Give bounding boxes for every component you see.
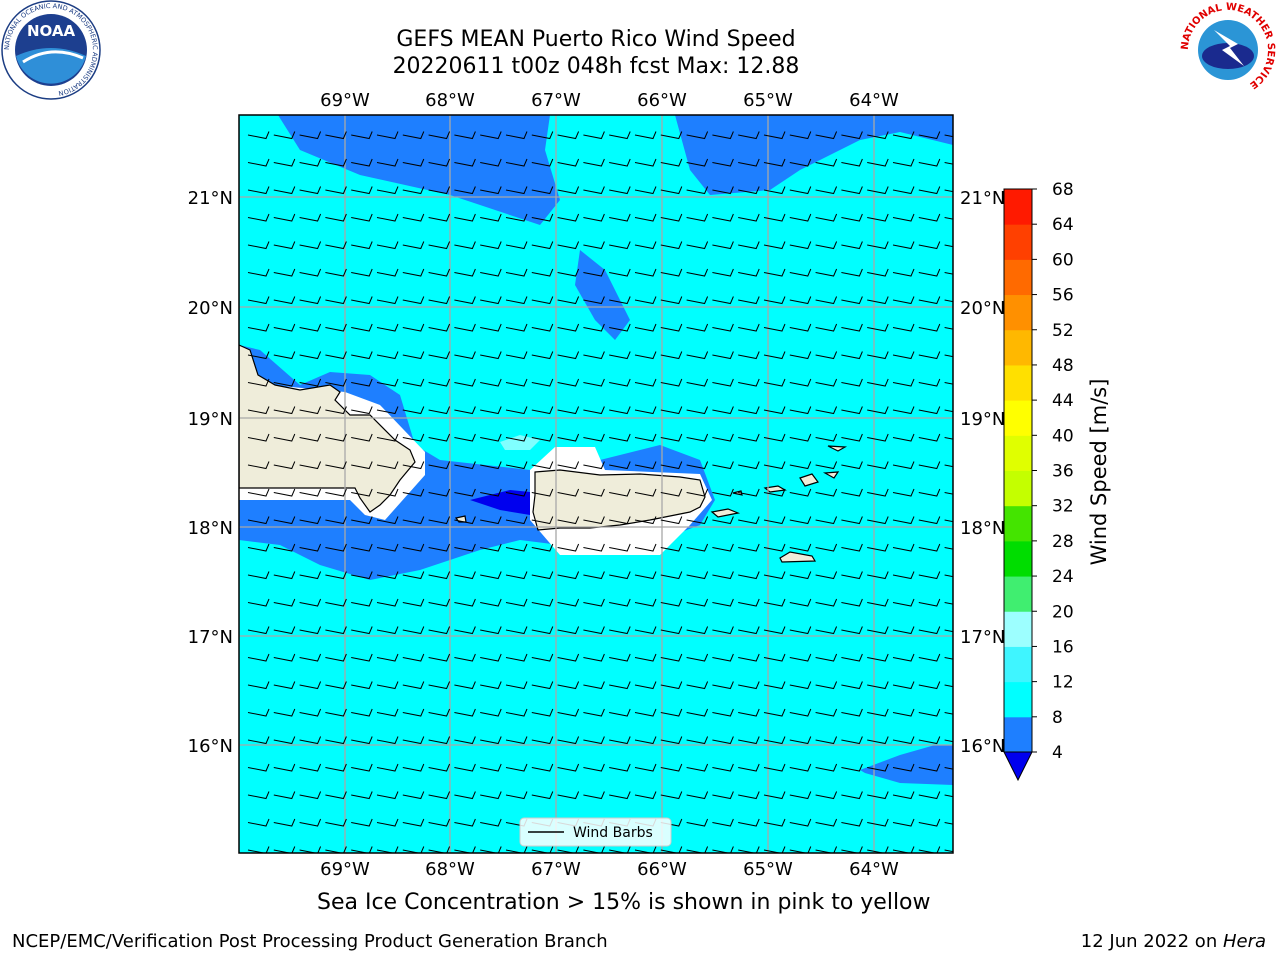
colorbar-tick-label: 52 xyxy=(1052,321,1074,341)
footer-date-text: 12 Jun 2022 on xyxy=(1080,931,1223,952)
colorbar-tick-label: 8 xyxy=(1052,708,1063,728)
footer-host: Hera xyxy=(1222,931,1266,952)
colorbar-tick-label: 40 xyxy=(1052,426,1074,446)
colorbar-tick-label: 36 xyxy=(1052,462,1074,482)
colorbar-tick-label: 60 xyxy=(1052,250,1074,270)
wind-speed-contour-below-4 xyxy=(470,490,530,515)
lon-labels-top: 69°W 68°W 67°W 66°W 65°W 64°W xyxy=(320,90,899,111)
colorbar-bin xyxy=(1004,611,1032,647)
legend-box: Wind Barbs xyxy=(519,817,672,847)
anegada xyxy=(822,471,840,479)
colorbar-tick-label: 24 xyxy=(1052,567,1074,587)
map-subtitle-forecast: 20220611 t00z 048h fcst Max: 12.88 xyxy=(392,54,800,79)
lon-label-top: 69°W xyxy=(320,90,370,111)
colorbar-bin xyxy=(1004,470,1032,507)
lat-label-right: 18°N xyxy=(960,518,1005,539)
lat-label-right: 21°N xyxy=(960,188,1005,209)
colorbar-bin xyxy=(1004,505,1032,542)
colorbar-bin xyxy=(1004,294,1032,331)
lat-label-right: 16°N xyxy=(960,736,1005,757)
lat-label-right: 20°N xyxy=(960,298,1005,319)
lat-label-right: 17°N xyxy=(960,627,1005,648)
lat-labels-right: 21°N 20°N 19°N 18°N 17°N 16°N xyxy=(960,188,1005,757)
lat-label-left: 18°N xyxy=(188,518,233,539)
map-title: GEFS MEAN Puerto Rico Wind Speed xyxy=(396,27,796,52)
colorbar-tick-label: 16 xyxy=(1052,637,1074,657)
colorbar-bin xyxy=(1004,259,1032,296)
colorbar-tick-label: 28 xyxy=(1052,532,1074,552)
colorbar-tick-label: 12 xyxy=(1052,673,1074,693)
lon-label-bottom: 67°W xyxy=(531,859,581,880)
legend-label: Wind Barbs xyxy=(573,825,653,841)
lon-label-bottom: 64°W xyxy=(849,859,899,880)
lon-label-bottom: 68°W xyxy=(425,859,475,880)
wind-barbs xyxy=(247,131,953,853)
colorbar-tick-label: 64 xyxy=(1052,215,1074,235)
colorbar-bin xyxy=(1004,189,1032,225)
colorbar-tick-label: 32 xyxy=(1052,497,1074,517)
colorbar-bin xyxy=(1004,364,1032,401)
lat-label-left: 21°N xyxy=(188,188,233,209)
footer-producer: NCEP/EMC/Verification Post Processing Pr… xyxy=(12,931,608,952)
colorbar-bin xyxy=(1004,435,1032,471)
lat-label-right: 19°N xyxy=(960,409,1005,430)
colorbar-tick-label: 44 xyxy=(1052,391,1074,411)
colorbar-label: Wind Speed [m/s] xyxy=(1087,379,1111,566)
colorbar-tick-label: 20 xyxy=(1052,602,1074,622)
lon-label-bottom: 69°W xyxy=(320,859,370,880)
graticule xyxy=(239,115,953,853)
saint-croix xyxy=(779,551,817,563)
lat-label-left: 20°N xyxy=(188,298,233,319)
noaa-logo-text: NOAA xyxy=(27,22,76,40)
colorbar-bin xyxy=(1004,681,1032,718)
colorbar-bin xyxy=(1004,716,1032,753)
colorbar-bin xyxy=(1004,540,1032,577)
lat-label-left: 17°N xyxy=(188,627,233,648)
lon-label-top: 66°W xyxy=(637,90,687,111)
lon-label-bottom: 66°W xyxy=(637,859,687,880)
lon-label-top: 67°W xyxy=(531,90,581,111)
lon-labels-bottom: 69°W 68°W 67°W 66°W 65°W 64°W xyxy=(320,859,899,880)
lat-labels-left: 21°N 20°N 19°N 18°N 17°N 16°N xyxy=(188,188,233,757)
noaa-logo: NATIONAL OCEANIC AND ATMOSPHERIC ADMINIS… xyxy=(1,0,101,100)
lat-label-left: 19°N xyxy=(188,409,233,430)
colorbar-tick-label: 4 xyxy=(1052,743,1063,763)
colorbar-bin xyxy=(1004,646,1032,683)
footer-date: 12 Jun 2022 on Hera xyxy=(1081,931,1266,952)
colorbar-extend xyxy=(1003,751,1033,782)
virgin-gorda xyxy=(799,473,819,487)
colorbar-bin xyxy=(1004,329,1032,366)
colorbar-tick-label: 68 xyxy=(1052,180,1074,200)
wind-barb-set xyxy=(247,131,953,853)
colorbar-tick-label: 56 xyxy=(1052,286,1074,306)
lon-label-top: 65°W xyxy=(743,90,793,111)
nws-logo: NATIONAL WEATHER SERVICE xyxy=(1179,1,1277,99)
anguilla xyxy=(827,445,848,452)
lat-label-left: 16°N xyxy=(188,736,233,757)
colorbar-tick-label: 48 xyxy=(1052,356,1074,376)
lon-label-bottom: 65°W xyxy=(743,859,793,880)
map-frame xyxy=(238,114,954,854)
vieques xyxy=(710,508,741,518)
lon-label-top: 64°W xyxy=(849,90,899,111)
colorbar-bin xyxy=(1004,400,1032,436)
colorbar-bin xyxy=(1004,224,1032,260)
lon-label-top: 68°W xyxy=(425,90,475,111)
sea-ice-note: Sea Ice Concentration > 15% is shown in … xyxy=(317,890,931,915)
colorbar-bin xyxy=(1004,576,1032,612)
